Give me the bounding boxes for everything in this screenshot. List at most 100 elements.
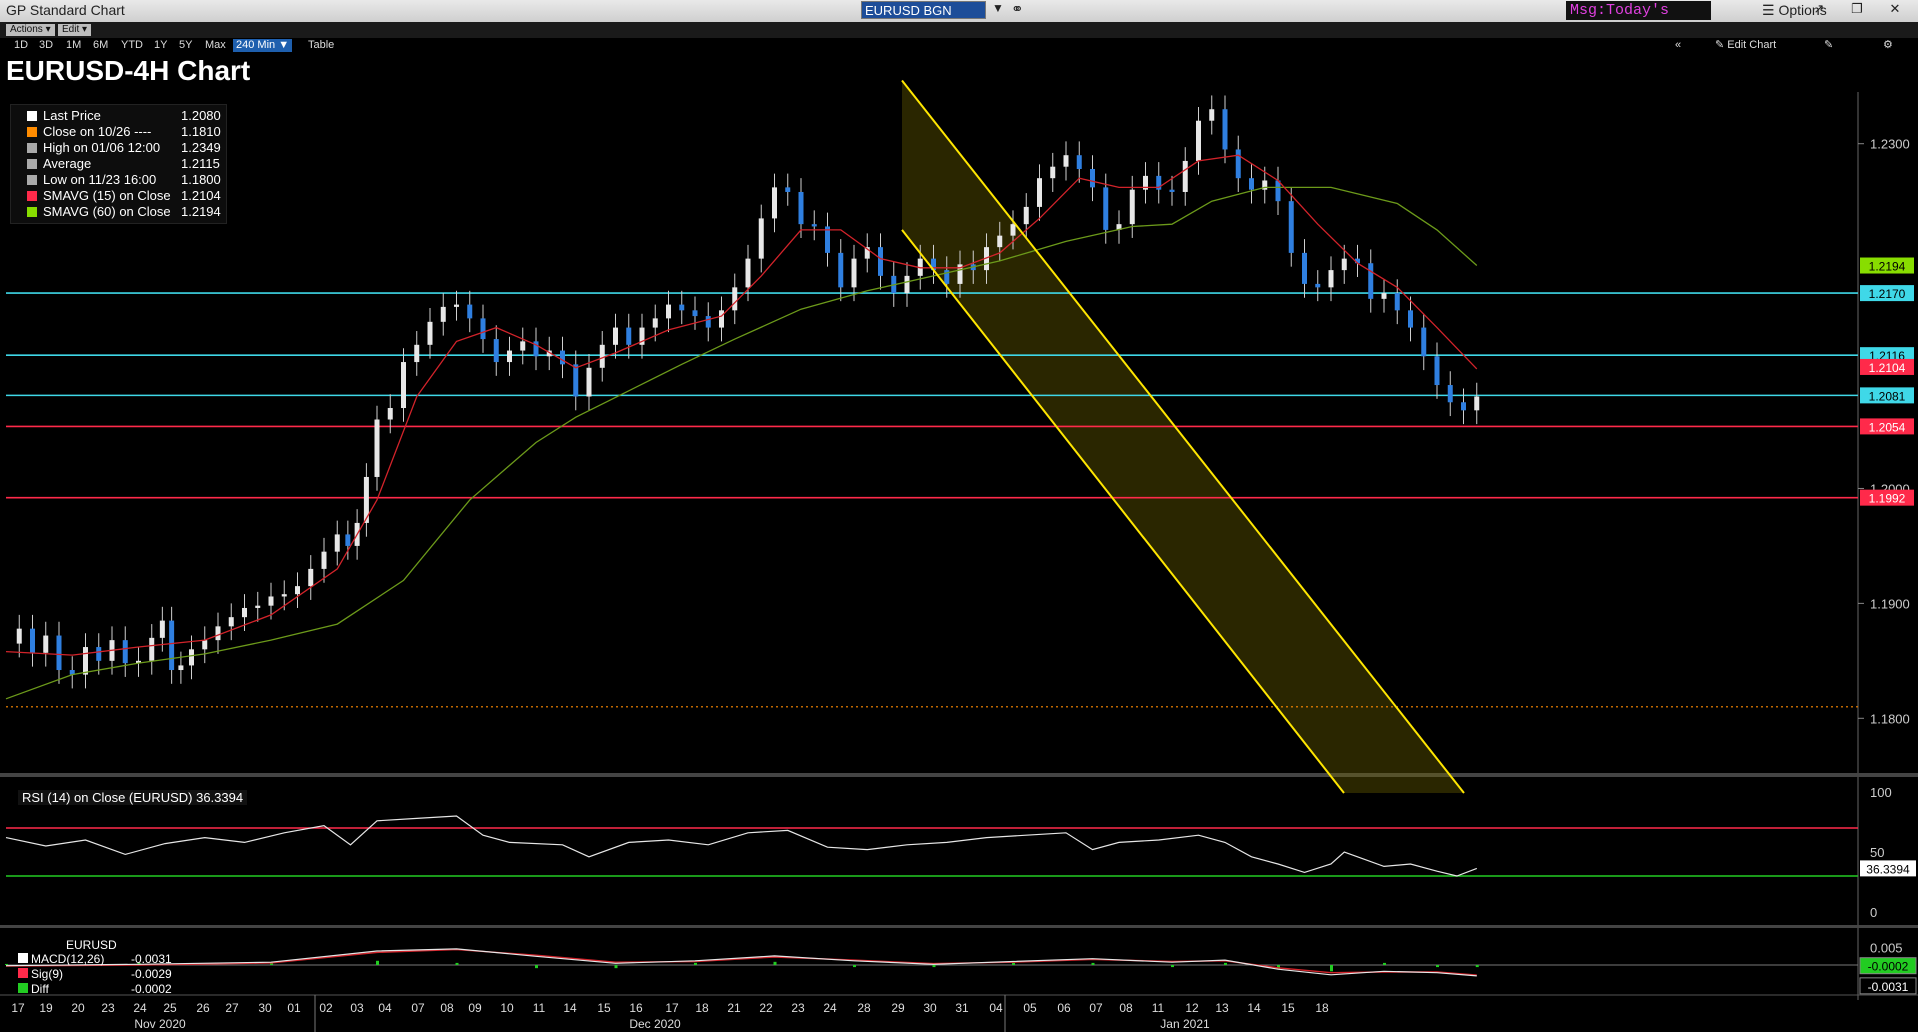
collapse-icon[interactable]: « xyxy=(1675,39,1682,51)
interval-selector[interactable]: 240 Min ▼ xyxy=(233,39,293,52)
macd-value-tag: -0.0031 xyxy=(1868,980,1909,994)
sma15-line xyxy=(5,154,1478,656)
legend-value: 1.2349 xyxy=(181,140,221,155)
link-icon[interactable]: ⚭ xyxy=(1011,1,1024,18)
candle-body xyxy=(825,226,830,253)
x-day-label: 06 xyxy=(1057,1001,1071,1015)
macd-tick-label: 0.005 xyxy=(1870,941,1903,956)
range-1d[interactable]: 1D xyxy=(14,39,29,51)
candle-body xyxy=(1196,120,1201,161)
x-day-label: 17 xyxy=(11,1001,25,1015)
candle-body xyxy=(520,341,526,351)
annotate-icon[interactable]: ✎ xyxy=(1824,39,1834,51)
x-day-label: 23 xyxy=(791,1001,805,1015)
x-day-label: 10 xyxy=(500,1001,514,1015)
candle-body xyxy=(613,327,618,345)
legend-row: Close on 10/26 ---- 1.1810 xyxy=(11,124,226,140)
level-tag-bg xyxy=(1860,418,1914,435)
options-button[interactable]: ☰ Options xyxy=(1762,2,1827,18)
candle-body xyxy=(414,344,420,363)
candle-body xyxy=(1408,310,1413,328)
macd-legend-row: Sig(9) -0.0029 xyxy=(18,967,172,982)
x-day-label: 14 xyxy=(563,1001,577,1015)
candle-body xyxy=(1063,155,1069,167)
x-day-label: 13 xyxy=(1215,1001,1229,1015)
macd-diff-bar xyxy=(614,965,618,969)
candle-body xyxy=(480,318,486,340)
macd-diff-bar xyxy=(1383,962,1386,965)
rsi-line xyxy=(5,815,1478,877)
macd-diff-bar xyxy=(932,965,936,968)
level-tag: 1.2170 xyxy=(1869,287,1906,301)
chart-background xyxy=(0,91,1918,1032)
candle-body xyxy=(507,350,512,363)
range-max[interactable]: Max xyxy=(205,39,226,51)
candle-body xyxy=(838,252,844,288)
candle-body xyxy=(1315,283,1321,288)
candle-body xyxy=(997,235,1003,248)
y-tick-label: 1.1900 xyxy=(1870,596,1910,611)
macd-diff-bar xyxy=(1171,965,1174,968)
options-label: Options xyxy=(1778,2,1827,18)
legend-value: 1.2194 xyxy=(181,204,221,219)
range-ytd[interactable]: YTD xyxy=(121,39,143,51)
candle-body xyxy=(387,408,393,420)
legend-row: Last Price 1.2080 xyxy=(11,108,226,124)
actions-menu[interactable]: Actions ▾ xyxy=(6,24,55,36)
settings-gear-icon[interactable]: ⚙ xyxy=(1883,39,1893,51)
candle-body xyxy=(586,367,592,397)
candle-body xyxy=(30,628,35,653)
candle-body xyxy=(639,327,645,345)
candle-body xyxy=(493,339,499,363)
candle-body xyxy=(1447,385,1453,403)
candle-body xyxy=(281,594,287,597)
edit-chart-button[interactable]: ✎ Edit Chart xyxy=(1715,39,1777,51)
candle-body xyxy=(295,586,300,595)
x-day-label: 08 xyxy=(440,1001,454,1015)
candle-body xyxy=(1235,149,1241,179)
range-1y[interactable]: 1Y xyxy=(154,39,168,51)
candle-body xyxy=(149,637,155,661)
x-day-label: 23 xyxy=(101,1001,115,1015)
candle-body xyxy=(401,362,406,409)
legend-label: Low on 11/23 16:00 xyxy=(43,172,157,187)
macd-legend-value: -0.0002 xyxy=(131,982,172,996)
chevron-down-icon[interactable]: ▼ xyxy=(992,1,1004,15)
close-icon[interactable]: ✕ xyxy=(1889,1,1901,16)
candle-body xyxy=(1381,293,1387,299)
restore-icon[interactable]: ❐ xyxy=(1851,1,1863,16)
x-day-label: 15 xyxy=(597,1001,611,1015)
candle-body xyxy=(1103,187,1109,230)
macd-diff-bar xyxy=(1091,962,1095,965)
chart-title: EURUSD-4H Chart xyxy=(6,55,251,86)
legend-label: Average xyxy=(43,156,92,171)
expand-icon[interactable]: ↗ xyxy=(1813,1,1825,16)
candle-body xyxy=(136,660,141,664)
value-tag: 1.2194 xyxy=(1869,260,1906,274)
x-day-label: 14 xyxy=(1247,1001,1261,1015)
title-bar: GP Standard Chart EURUSD BGN Curncy ▼ ⚭ … xyxy=(0,0,1918,38)
macd-diff-bar xyxy=(1475,965,1479,968)
x-day-label: 07 xyxy=(411,1001,425,1015)
range-1m[interactable]: 1M xyxy=(66,39,82,51)
candle-body xyxy=(878,247,883,276)
candle-body xyxy=(984,247,989,271)
candle-body xyxy=(745,258,751,288)
macd-diff-bar xyxy=(535,965,538,969)
macd-diff-bar xyxy=(1224,962,1227,965)
candle-body xyxy=(56,635,62,671)
candle-body xyxy=(427,321,433,345)
channel-lower-line xyxy=(901,229,1345,794)
legend-swatch xyxy=(27,207,37,217)
range-6m[interactable]: 6M xyxy=(93,39,109,51)
range-5y[interactable]: 5Y xyxy=(179,39,193,51)
table-button[interactable]: Table xyxy=(308,39,335,51)
macd-diff-bar xyxy=(773,961,777,965)
range-3d[interactable]: 3D xyxy=(39,39,54,51)
macd-diff-bar xyxy=(1012,962,1015,965)
edit-menu[interactable]: Edit ▾ xyxy=(58,24,92,36)
legend-swatch xyxy=(27,111,37,121)
channel-upper-line xyxy=(901,79,1465,794)
candle-body xyxy=(1394,293,1400,311)
candle-body xyxy=(255,605,261,608)
